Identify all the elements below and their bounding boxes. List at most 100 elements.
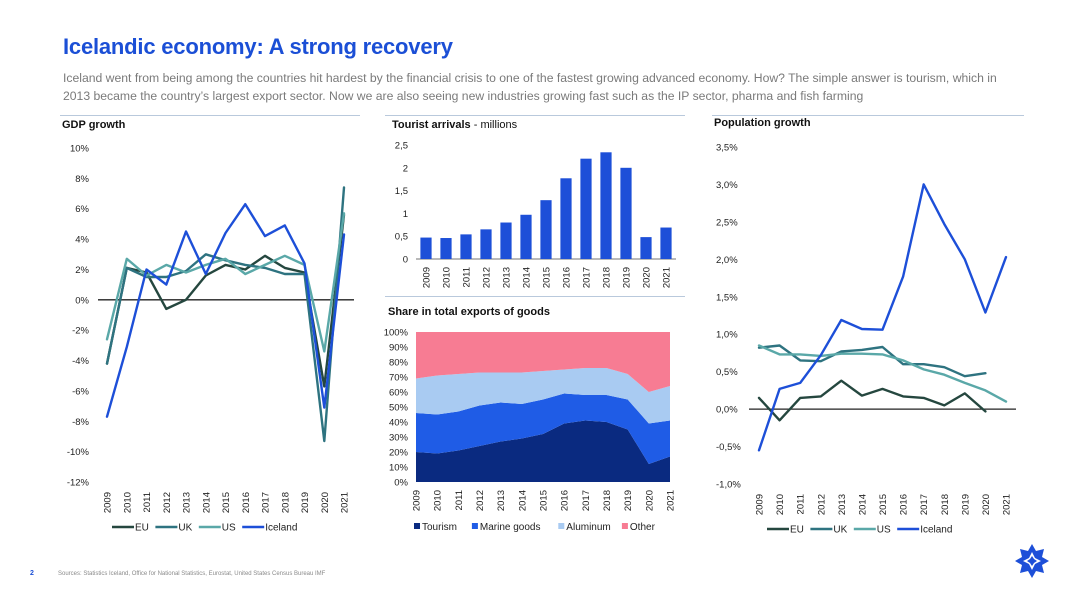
tourists-bar [420,237,432,259]
tourists-x-tick-label: 2021 [662,267,673,288]
gdp-legend-label: Iceland [265,523,297,534]
tourists-x-tick-label: 2018 [602,267,613,288]
tourists-bar [540,200,552,259]
exports-x-tick-label: 2014 [517,490,528,511]
exports-legend-label: Tourism [422,522,457,533]
gdp-y-tick-label: -4% [72,356,89,367]
population-y-tick-label: 2,5% [716,217,738,228]
population-x-tick-label: 2020 [981,494,992,515]
divider-tourists [385,115,685,116]
tourists-bar [520,214,532,259]
population-legend-label: UK [833,525,847,536]
tourists-x-tick-label: 2011 [462,267,473,287]
tourists-bar [500,222,512,259]
population-legend-label: US [877,525,891,536]
exports-legend-swatch [558,523,565,529]
tourists-chart-title: Tourist arrivals - millions [392,119,517,131]
population-y-tick-label: 3,5% [716,143,738,154]
exports-x-tick-label: 2017 [581,490,592,511]
gdp-legend-label: US [222,523,236,534]
exports-x-tick-label: 2016 [560,490,571,511]
gdp-y-tick-label: 4% [75,235,89,246]
gdp-y-tick-label: 10% [70,144,90,155]
population-x-tick-label: 2021 [1002,494,1013,515]
divider-gdp [60,115,360,116]
gdp-y-tick-label: -2% [72,326,89,337]
gdp-y-tick-label: -10% [67,447,90,458]
gdp-x-tick-label: 2020 [320,492,331,513]
population-series-line [757,183,1008,452]
tourists-x-tick-label: 2015 [542,267,553,288]
tourists-x-tick-label: 2012 [482,267,493,288]
gdp-x-tick-label: 2014 [201,492,212,513]
exports-y-tick-label: 70% [389,373,409,384]
gdp-y-tick-label: 6% [75,204,89,215]
population-legend-label: EU [790,525,804,536]
gdp-x-tick-label: 2012 [162,492,173,513]
divider-population [712,115,1024,116]
population-x-tick-label: 2010 [775,494,786,515]
tourists-x-tick-label: 2016 [562,267,573,288]
gdp-y-tick-label: 2% [75,265,89,276]
tourists-bar [480,229,492,259]
page-subtitle: Iceland went from being among the countr… [63,71,997,103]
gdp-y-tick-label: 8% [75,174,89,185]
tourists-x-tick-label: 2019 [622,267,633,288]
tourists-title-suffix: - millions [470,119,518,131]
exports-y-tick-label: 20% [389,448,409,459]
population-y-tick-label: 1,5% [716,292,738,303]
population-series-line [757,344,1008,403]
population-x-tick-label: 2015 [878,494,889,515]
exports-legend-label: Other [630,522,656,533]
population-y-tick-label: 0,0% [716,405,738,416]
tourists-y-tick-label: 2 [403,163,408,174]
exports-area [416,368,670,424]
exports-x-tick-label: 2015 [539,490,550,511]
divider-exports [385,296,685,297]
gdp-x-tick-label: 2021 [340,492,351,513]
tourists-x-tick-label: 2014 [522,267,533,288]
population-chart-title: Population growth [714,117,811,129]
exports-y-tick-label: 60% [389,388,409,399]
gdp-chart-title: GDP growth [62,119,126,131]
tourists-bar [640,237,652,259]
population-x-tick-label: 2019 [960,494,971,515]
population-y-tick-label: 0,5% [716,367,738,378]
tourists-bar [460,234,472,259]
gdp-series-line [105,186,346,443]
exports-y-tick-label: 10% [389,463,409,474]
exports-x-tick-label: 2011 [454,490,465,510]
exports-legend-swatch [414,523,420,529]
exports-x-tick-label: 2010 [433,490,444,511]
exports-area [416,393,670,464]
tourists-y-tick-label: 1 [403,209,408,220]
gdp-x-tick-label: 2018 [280,492,291,513]
exports-x-tick-label: 2019 [623,490,634,511]
population-y-tick-label: 1,0% [716,330,738,341]
tourists-x-tick-label: 2009 [422,267,433,288]
gdp-y-tick-label: 0% [75,295,89,306]
population-legend-label: Iceland [920,525,952,536]
exports-y-tick-label: 90% [389,343,409,354]
gdp-x-tick-label: 2011 [142,492,153,512]
tourists-y-tick-label: 0 [403,255,408,266]
population-x-tick-label: 2017 [919,494,930,515]
exports-x-tick-label: 2018 [602,490,613,511]
tourists-x-tick-label: 2020 [642,267,653,288]
tourists-bar [580,158,592,259]
population-y-tick-label: 3,0% [716,180,738,191]
exports-y-tick-label: 100% [384,328,409,339]
gdp-x-tick-label: 2015 [221,492,232,513]
gdp-y-tick-label: -12% [67,478,90,489]
exports-area [416,332,670,392]
exports-area [416,420,670,482]
star-logo-icon [1015,544,1049,578]
population-x-tick-label: 2011 [796,494,807,514]
gdp-x-tick-label: 2016 [241,492,252,513]
population-x-tick-label: 2014 [857,494,868,515]
gdp-x-tick-label: 2009 [103,492,114,513]
page-number: 2 [30,570,34,577]
tourists-y-tick-label: 2,5 [395,141,408,152]
population-x-tick-label: 2009 [755,494,766,515]
tourists-title-main: Tourist arrivals [392,119,471,131]
